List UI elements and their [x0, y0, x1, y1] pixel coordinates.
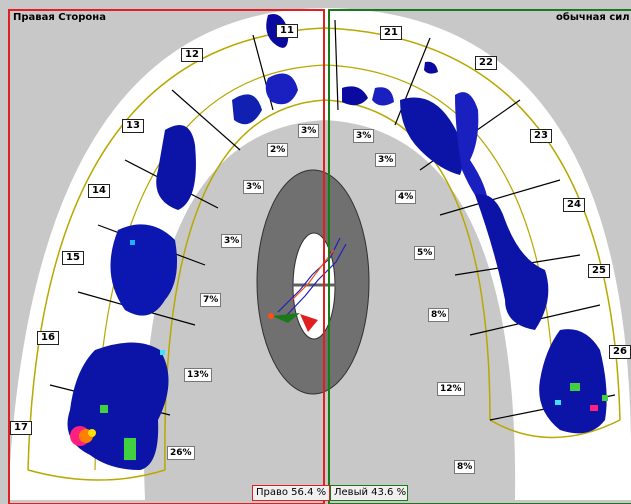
arch-outline-bottom-left	[489, 419, 621, 439]
force-trajectory-line	[291, 249, 335, 301]
force-percent-r1: 3%	[298, 124, 320, 138]
arch-outline-bottom	[27, 469, 166, 481]
tooth-label-25: 25	[588, 264, 610, 278]
contact-hotspot	[570, 383, 580, 391]
contact-blob	[475, 194, 549, 330]
tooth-label-21: 21	[380, 26, 402, 40]
contact-blob	[110, 224, 178, 316]
contact-map-left	[342, 61, 608, 434]
contact-blob	[372, 87, 394, 106]
left-side-panel	[328, 9, 631, 504]
force-percent-l6: 12%	[437, 382, 465, 396]
force-trajectory-marker	[272, 313, 300, 323]
tooth-label-23: 23	[530, 129, 552, 143]
force-percent-l3: 4%	[395, 190, 417, 204]
contact-blob	[424, 61, 438, 74]
force-percent-l5: 8%	[428, 308, 450, 322]
force-center-marker	[300, 314, 318, 332]
contact-blob	[400, 97, 464, 175]
contact-blob	[265, 73, 298, 105]
contact-hotspot	[124, 438, 136, 460]
contact-hotspot	[555, 400, 561, 405]
force-percent-l7: 8%	[454, 460, 476, 474]
contact-blob	[342, 86, 368, 106]
contact-blob	[455, 92, 489, 210]
contact-hotspot	[130, 240, 135, 245]
right-side-title: Правая Сторона	[13, 12, 106, 23]
tooth-label-22: 22	[475, 56, 497, 70]
force-percent-r2: 2%	[267, 143, 289, 157]
contact-blob	[156, 125, 196, 210]
contact-hotspot	[100, 405, 108, 413]
force-percent-r4: 3%	[221, 234, 243, 248]
force-percent-l2: 3%	[375, 153, 397, 167]
force-percent-l4: 5%	[414, 246, 436, 260]
tooth-label-24: 24	[563, 198, 585, 212]
force-mode-title: обычная сил	[556, 12, 630, 23]
force-percent-r5: 7%	[200, 293, 222, 307]
force-percent-r6: 13%	[184, 368, 212, 382]
force-center-indicator[interactable]	[256, 169, 370, 395]
contact-hotspot	[602, 395, 608, 401]
right-side-panel	[8, 9, 325, 504]
tooth-label-14: 14	[88, 184, 110, 198]
tooth-label-13: 13	[122, 119, 144, 133]
left-side-total: Левый 43.6 %	[330, 485, 408, 501]
force-trajectory-start	[268, 313, 274, 319]
force-percent-l1: 3%	[353, 129, 375, 143]
contact-blob	[67, 342, 169, 470]
right-side-total: Право 56.4 %	[252, 485, 330, 501]
contact-blob	[232, 94, 262, 125]
tooth-label-17: 17	[10, 421, 32, 435]
tooth-label-12: 12	[181, 48, 203, 62]
force-percent-r3: 3%	[243, 180, 265, 194]
tooth-label-26: 26	[609, 345, 631, 359]
contact-hotspot	[88, 429, 96, 437]
tooth-label-16: 16	[37, 331, 59, 345]
contact-map-right	[67, 14, 298, 470]
contact-blob	[539, 329, 607, 434]
contact-hotspot	[590, 405, 598, 411]
contact-hotspot	[160, 350, 165, 355]
force-percent-r7: 26%	[167, 446, 195, 460]
force-trajectory-line	[285, 243, 347, 317]
tooth-label-15: 15	[62, 251, 84, 265]
tooth-label-11: 11	[276, 24, 298, 38]
